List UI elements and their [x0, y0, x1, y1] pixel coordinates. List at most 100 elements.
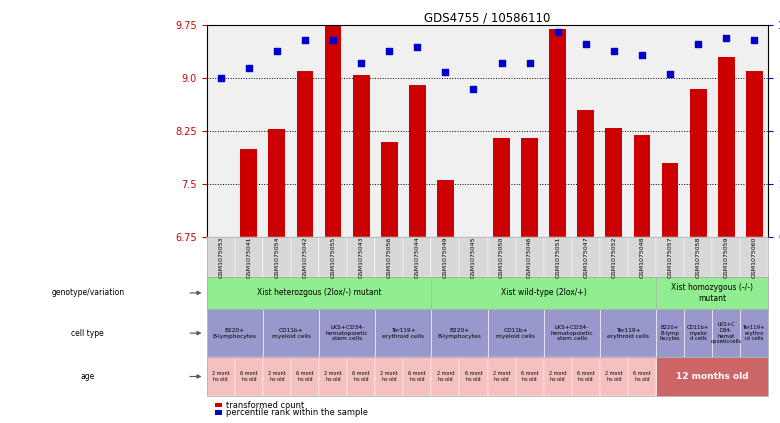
Point: [467, 85, 480, 92]
Bar: [572, 237, 600, 277]
Text: GSM1075052: GSM1075052: [612, 236, 616, 278]
Bar: [572, 357, 600, 396]
Bar: [324, 25, 342, 237]
Bar: [403, 237, 431, 277]
Bar: [712, 237, 740, 277]
Point: [439, 69, 452, 75]
Bar: [544, 237, 572, 277]
Bar: [375, 237, 403, 277]
Bar: [381, 142, 398, 237]
Bar: [628, 237, 656, 277]
Point: [411, 43, 424, 50]
Bar: [516, 237, 544, 277]
Bar: [628, 357, 656, 396]
Point: [383, 47, 395, 54]
Bar: [291, 357, 319, 396]
Point: [299, 37, 311, 44]
Bar: [207, 357, 235, 396]
Bar: [600, 237, 628, 277]
Text: GSM1075055: GSM1075055: [331, 236, 335, 277]
Bar: [437, 181, 454, 237]
Text: B220+
B-lymp
hocytes: B220+ B-lymp hocytes: [660, 325, 680, 341]
Text: GSM1075046: GSM1075046: [527, 236, 532, 278]
Point: [523, 60, 536, 67]
Bar: [488, 309, 544, 357]
Bar: [459, 237, 488, 277]
Bar: [746, 71, 763, 237]
Point: [636, 52, 648, 58]
Point: [692, 41, 704, 48]
Text: Ter119+
erythro
id cells: Ter119+ erythro id cells: [743, 325, 765, 341]
Text: 6 mont
hs old: 6 mont hs old: [465, 371, 482, 382]
Text: GSM1075057: GSM1075057: [668, 236, 672, 278]
Text: GSM1075059: GSM1075059: [724, 236, 729, 278]
Text: age: age: [80, 372, 95, 381]
Bar: [403, 357, 431, 396]
Text: B220+
B-lymphocytes: B220+ B-lymphocytes: [213, 328, 257, 338]
Text: Xist homozygous (-/-)
mutant: Xist homozygous (-/-) mutant: [671, 283, 753, 302]
Text: LKS+CD34-
hematopoietic
stem cells: LKS+CD34- hematopoietic stem cells: [551, 325, 593, 341]
Bar: [684, 309, 712, 357]
Bar: [690, 89, 707, 237]
Bar: [488, 357, 516, 396]
Text: GSM1075051: GSM1075051: [555, 236, 560, 277]
Point: [580, 41, 592, 48]
Bar: [661, 163, 679, 237]
Text: 2 mont
hs old: 2 mont hs old: [605, 371, 622, 382]
Text: 6 mont
hs old: 6 mont hs old: [633, 371, 651, 382]
Bar: [207, 309, 263, 357]
Bar: [656, 237, 684, 277]
Text: GSM1075060: GSM1075060: [752, 236, 757, 277]
Text: CD11b+
myeloi
d cells: CD11b+ myeloi d cells: [687, 325, 709, 341]
Text: LKS+CD34-
hematopoietic
stem cells: LKS+CD34- hematopoietic stem cells: [326, 325, 368, 341]
Text: transformed count: transformed count: [226, 401, 304, 410]
Text: GSM1075049: GSM1075049: [443, 236, 448, 278]
Text: Ter119+
erythroid cells: Ter119+ erythroid cells: [382, 328, 424, 338]
Text: B220+
B-lymphocytes: B220+ B-lymphocytes: [438, 328, 481, 338]
Bar: [544, 309, 600, 357]
Text: 2 mont
hs old: 2 mont hs old: [381, 371, 398, 382]
Text: 6 mont
hs old: 6 mont hs old: [240, 371, 257, 382]
Bar: [465, 237, 482, 244]
Bar: [207, 309, 768, 357]
Bar: [605, 128, 622, 237]
Text: GSM1075042: GSM1075042: [303, 236, 307, 278]
Text: Xist heterozgous (2lox/-) mutant: Xist heterozgous (2lox/-) mutant: [257, 288, 381, 297]
Bar: [549, 29, 566, 237]
Text: 6 mont
hs old: 6 mont hs old: [409, 371, 426, 382]
Bar: [488, 237, 516, 277]
Bar: [215, 410, 222, 415]
Bar: [291, 237, 319, 277]
Text: GSM1075047: GSM1075047: [583, 236, 588, 278]
Point: [355, 60, 367, 67]
Bar: [207, 357, 768, 396]
Bar: [207, 237, 235, 277]
Bar: [459, 357, 488, 396]
Bar: [319, 237, 347, 277]
Text: CD11b+
myeloid cells: CD11b+ myeloid cells: [496, 328, 535, 338]
Bar: [347, 357, 375, 396]
Bar: [235, 237, 263, 277]
Text: 2 mont
hs old: 2 mont hs old: [324, 371, 342, 382]
Text: GSM1075041: GSM1075041: [246, 236, 251, 278]
Text: GSM1075045: GSM1075045: [471, 236, 476, 278]
Bar: [263, 357, 291, 396]
Title: GDS4755 / 10586110: GDS4755 / 10586110: [424, 11, 551, 24]
Point: [327, 37, 339, 44]
Bar: [409, 85, 426, 237]
Bar: [240, 149, 257, 237]
Text: 6 mont
hs old: 6 mont hs old: [296, 371, 314, 382]
Bar: [215, 403, 222, 407]
Bar: [431, 237, 459, 277]
Text: 2 mont
hs old: 2 mont hs old: [268, 371, 285, 382]
Bar: [263, 237, 291, 277]
Bar: [431, 357, 459, 396]
Text: Xist wild-type (2lox/+): Xist wild-type (2lox/+): [501, 288, 587, 297]
Bar: [521, 138, 538, 237]
Bar: [633, 135, 651, 237]
Text: Ter119+
erythroid cells: Ter119+ erythroid cells: [607, 328, 649, 338]
Bar: [544, 357, 572, 396]
Text: percentile rank within the sample: percentile rank within the sample: [226, 408, 368, 417]
Point: [495, 60, 508, 67]
Bar: [319, 357, 347, 396]
